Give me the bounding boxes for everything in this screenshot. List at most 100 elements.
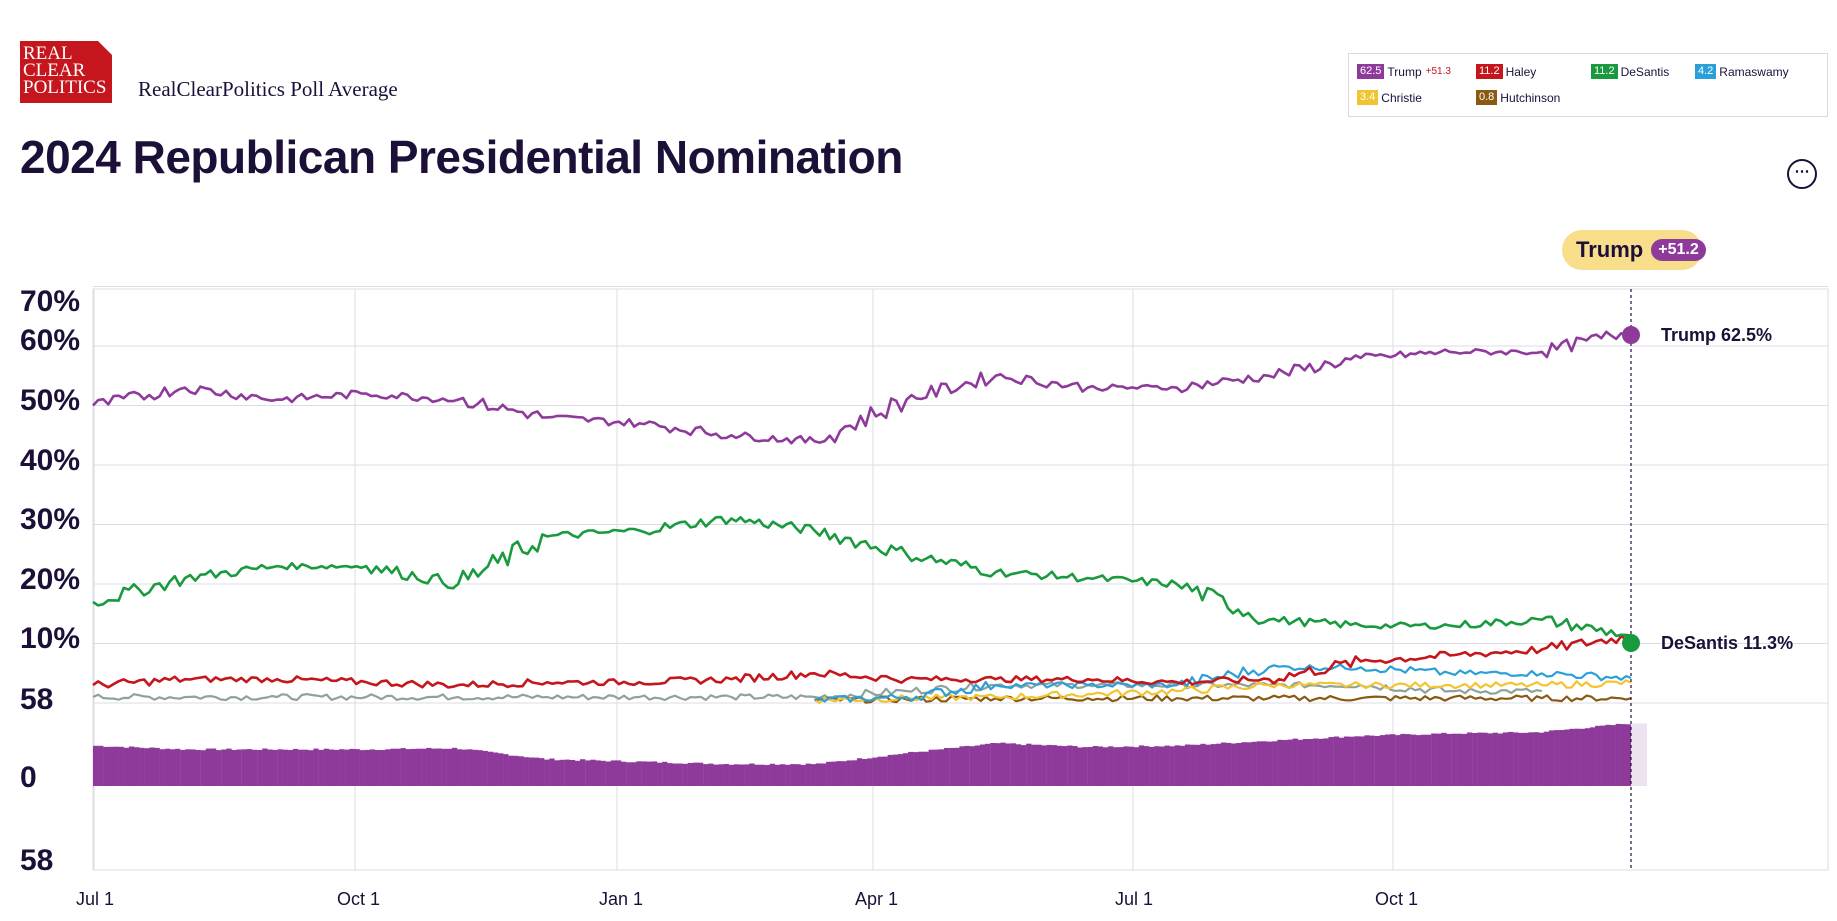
spread-bar [1543, 731, 1550, 786]
spread-bar [682, 763, 688, 786]
spread-bar [1195, 744, 1201, 786]
spread-bar [1005, 743, 1011, 786]
spread-bar [313, 748, 319, 786]
spread-bar [954, 747, 960, 786]
spread-bars [93, 723, 1647, 786]
legend-value: 62.5 [1357, 64, 1385, 79]
spread-bar [190, 749, 196, 786]
legend-item-haley[interactable]: 11.2 Haley [1476, 64, 1536, 79]
logo-line-1: REAL [23, 43, 73, 64]
gridlines [93, 286, 1828, 870]
more-options-button[interactable]: ⋯ [1787, 159, 1817, 189]
spread-bar [1067, 745, 1073, 786]
legend-value: 11.2 [1476, 64, 1503, 79]
legend-value: 11.2 [1591, 64, 1618, 79]
spread-bar [1118, 747, 1124, 786]
series-line-desantis [92, 515, 1632, 638]
spread-bar [1610, 725, 1616, 786]
spread-bar [739, 764, 745, 786]
spread-bar [195, 750, 201, 786]
spread-bar [1302, 739, 1309, 786]
spread-bar [1087, 747, 1093, 786]
spread-bar [380, 750, 386, 786]
spread-bar [1297, 739, 1304, 786]
spread-bar [492, 752, 499, 786]
spread-bar [1502, 732, 1509, 786]
spread-bar [1236, 743, 1242, 786]
legend: 62.5 Trump +51.3 11.2 Haley 11.2 DeSanti… [1348, 53, 1828, 117]
lead-badge: Trump +51.2 [1562, 230, 1706, 270]
spread-bar [1138, 745, 1145, 786]
spread-bar [697, 762, 704, 786]
spread-bar [759, 764, 765, 786]
spread-bar [1031, 744, 1037, 786]
spread-bar [615, 760, 622, 786]
logo-corner [98, 41, 112, 55]
legend-item-christie[interactable]: 3.4 Christie [1357, 90, 1422, 105]
legend-item-hutchinson[interactable]: 0.8 Hutchinson [1476, 90, 1560, 105]
spread-bar [897, 754, 904, 786]
spread-bar [621, 761, 627, 786]
spread-bar [1185, 744, 1191, 786]
spread-bar [610, 760, 617, 786]
logo-line-2: CLEAR [23, 60, 86, 81]
x-tick-label: Oct 1 [337, 889, 380, 909]
spread-bar [1020, 745, 1027, 786]
spread-bar [1405, 734, 1411, 786]
spread-bar [487, 751, 494, 786]
spread-bar [334, 749, 340, 786]
spread-bar [1369, 735, 1375, 786]
x-tick-label: Apr 1 [855, 889, 898, 909]
spread-bar [790, 764, 796, 786]
spread-bar [1256, 741, 1263, 786]
spread-bar [1097, 746, 1104, 786]
spread-bar [549, 758, 555, 786]
y-tick-label: 10% [20, 622, 80, 655]
y-tick-label: 30% [20, 503, 80, 536]
spread-bar [1036, 744, 1042, 786]
spread-bar [1518, 732, 1524, 786]
spread-bar [1410, 734, 1416, 786]
spread-bar [1508, 731, 1514, 786]
legend-name: Ramaswamy [1719, 64, 1789, 79]
legend-name: Haley [1505, 64, 1537, 79]
spread-bar [913, 752, 919, 786]
spread-bar [303, 749, 309, 786]
spread-bar [831, 761, 837, 786]
spread-bar [226, 748, 232, 786]
spread-bar [216, 750, 222, 786]
spread-bar [175, 748, 181, 786]
end-dot-desantis [1622, 634, 1640, 652]
legend-item-trump[interactable]: 62.5 Trump +51.3 [1357, 64, 1451, 79]
spread-bar [590, 759, 596, 786]
spread-bar [718, 764, 724, 786]
spread-bar [846, 760, 852, 786]
spread-bar [856, 758, 863, 786]
spread-bar [754, 764, 760, 786]
spread-bar [1128, 746, 1134, 786]
spread-bar [446, 748, 453, 786]
spread-bar [369, 749, 376, 786]
legend-value: 3.4 [1357, 90, 1379, 105]
spread-bar [723, 764, 729, 786]
legend-spread: +51.3 [1425, 66, 1451, 77]
spread-bar [687, 763, 694, 786]
spread-bar [1584, 728, 1591, 786]
spread-bar [180, 749, 186, 786]
spread-bar [1287, 739, 1293, 786]
spread-bar [1046, 744, 1052, 786]
spread-bar [359, 750, 365, 786]
spread-bar [1308, 739, 1314, 786]
legend-item-desantis[interactable]: 11.2 DeSantis [1591, 64, 1669, 79]
spread-bar [938, 749, 945, 786]
spread-bar [1446, 733, 1452, 786]
spread-bar [1472, 733, 1478, 786]
spread-bar [882, 756, 888, 786]
legend-item-ramaswamy[interactable]: 4.2 Ramaswamy [1695, 64, 1789, 79]
spread-bar [375, 750, 381, 786]
spread-bar [1113, 747, 1119, 786]
spread-bar [918, 751, 924, 786]
spread-bar [118, 746, 124, 786]
spread-bar [108, 746, 114, 786]
lead-badge-spread: +51.2 [1651, 239, 1706, 261]
